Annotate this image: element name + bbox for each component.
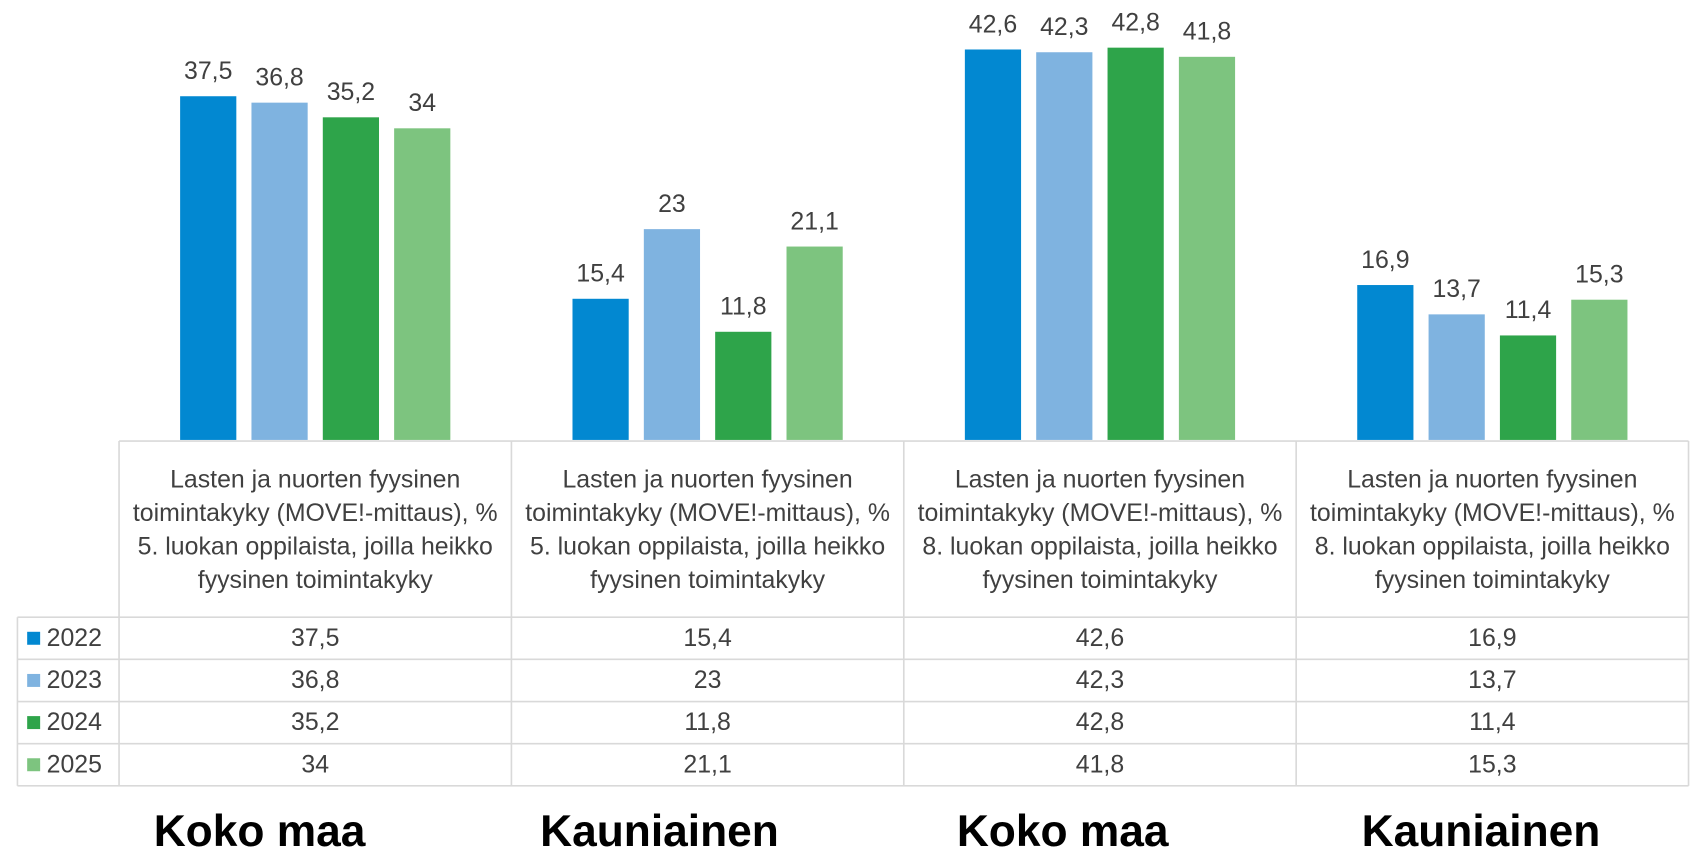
bar bbox=[964, 49, 1022, 440]
table-value: 11,8 bbox=[684, 708, 731, 736]
table-value: 37,5 bbox=[291, 624, 339, 652]
group-label: Koko maa bbox=[154, 807, 366, 855]
category-cell: Lasten ja nuorten fyysinen toimintakyky … bbox=[1309, 464, 1675, 593]
bar bbox=[1499, 335, 1557, 440]
group-label: Kauniainen bbox=[540, 807, 779, 855]
legend-label: 2025 bbox=[47, 750, 102, 778]
x-tick-label: Lasten ja nuorten fyysinen toimintakyky … bbox=[1309, 464, 1675, 593]
table-value: 42,8 bbox=[1076, 708, 1124, 736]
legend-swatch bbox=[27, 673, 41, 687]
bar bbox=[1178, 56, 1236, 440]
category-cell: Lasten ja nuorten fyysinen toimintakyky … bbox=[132, 464, 498, 593]
value-label: 11,8 bbox=[720, 293, 767, 321]
value-label: 23 bbox=[658, 190, 686, 218]
table-value: 16,9 bbox=[1468, 624, 1516, 652]
legend-label: 2023 bbox=[47, 666, 102, 694]
table-value: 35,2 bbox=[291, 708, 339, 736]
bar bbox=[1357, 285, 1414, 440]
category-cell: Lasten ja nuorten fyysinen toimintakyky … bbox=[917, 464, 1283, 593]
table-value: 36,8 bbox=[291, 666, 339, 694]
table-value: 41,8 bbox=[1076, 750, 1124, 778]
value-label: 42,6 bbox=[969, 10, 1017, 38]
legend-swatch bbox=[27, 716, 41, 730]
table-value: 15,3 bbox=[1468, 750, 1516, 778]
bar bbox=[786, 246, 843, 440]
value-label: 13,7 bbox=[1432, 275, 1480, 303]
legend-swatch bbox=[27, 758, 41, 772]
x-tick-label: Lasten ja nuorten fyysinen toimintakyky … bbox=[132, 464, 498, 593]
bar bbox=[322, 117, 380, 440]
table-value: 21,1 bbox=[683, 750, 731, 778]
bar bbox=[643, 229, 701, 440]
value-label: 35,2 bbox=[327, 78, 375, 106]
table-value: 15,4 bbox=[683, 624, 732, 652]
value-label: 41,8 bbox=[1183, 18, 1231, 46]
bar bbox=[715, 331, 772, 440]
value-label: 34 bbox=[408, 89, 436, 117]
bar bbox=[572, 298, 629, 440]
value-label: 21,1 bbox=[790, 207, 838, 235]
legend-swatch bbox=[27, 631, 41, 645]
value-label: 42,8 bbox=[1111, 8, 1159, 36]
value-label: 11,4 bbox=[1505, 296, 1552, 324]
table-value: 11,4 bbox=[1469, 708, 1516, 736]
value-label: 36,8 bbox=[255, 63, 303, 91]
bar bbox=[251, 102, 308, 440]
bar bbox=[180, 96, 237, 440]
legend-label: 2022 bbox=[47, 624, 102, 652]
bar bbox=[1036, 52, 1093, 440]
bar bbox=[1107, 47, 1164, 440]
value-label: 37,5 bbox=[184, 57, 232, 85]
category-cell: Lasten ja nuorten fyysinen toimintakyky … bbox=[525, 464, 890, 593]
bar bbox=[394, 128, 451, 440]
group-label: Koko maa bbox=[957, 807, 1169, 855]
value-label: 42,3 bbox=[1040, 13, 1088, 41]
table-value: 34 bbox=[301, 750, 329, 778]
table-value: 42,6 bbox=[1076, 624, 1124, 652]
table-value: 23 bbox=[694, 666, 722, 694]
table-value: 13,7 bbox=[1468, 666, 1516, 694]
bar bbox=[1571, 299, 1628, 440]
x-tick-label: Lasten ja nuorten fyysinen toimintakyky … bbox=[525, 464, 890, 593]
value-label: 16,9 bbox=[1361, 246, 1409, 274]
bar bbox=[1428, 314, 1485, 440]
value-label: 15,4 bbox=[576, 260, 625, 288]
group-label: Kauniainen bbox=[1362, 807, 1601, 855]
table-value: 42,3 bbox=[1076, 666, 1124, 694]
x-tick-label: Lasten ja nuorten fyysinen toimintakyky … bbox=[917, 464, 1283, 593]
legend-label: 2024 bbox=[47, 708, 102, 736]
value-label: 15,3 bbox=[1575, 260, 1623, 288]
